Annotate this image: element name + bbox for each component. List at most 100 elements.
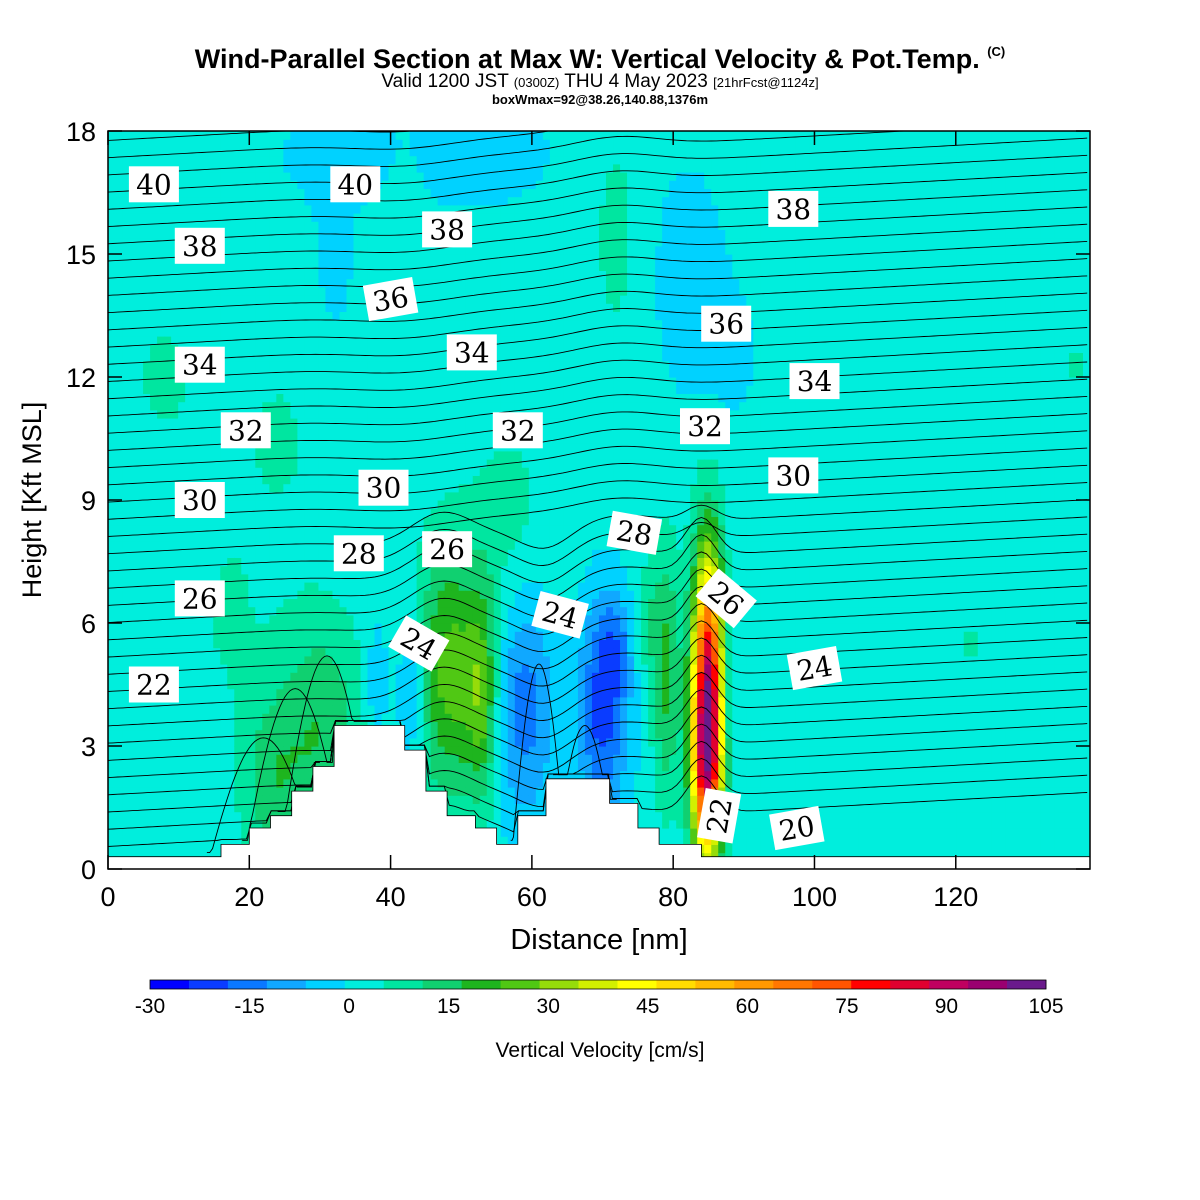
velocity-cell (388, 344, 397, 353)
velocity-cell (395, 262, 404, 271)
velocity-cell (241, 516, 249, 526)
velocity-cell (108, 532, 116, 542)
velocity-cell (248, 746, 256, 755)
velocity-cell (129, 377, 137, 386)
velocity-cell (479, 278, 488, 288)
velocity-cell (423, 262, 432, 271)
velocity-cell (353, 508, 362, 517)
velocity-cell (465, 483, 474, 493)
velocity-cell (360, 655, 369, 665)
velocity-cell (290, 450, 298, 460)
velocity-cell (472, 557, 481, 567)
velocity-cell (444, 278, 453, 288)
velocity-cell (143, 303, 151, 312)
velocity-cell (157, 221, 165, 230)
velocity-cell (304, 770, 313, 780)
velocity-cell (451, 295, 460, 304)
velocity-cell (255, 327, 263, 337)
velocity-cell (283, 237, 291, 247)
velocity-cell (199, 614, 207, 624)
velocity-cell (136, 573, 144, 583)
velocity-cell (108, 819, 116, 829)
velocity-cell (346, 368, 355, 378)
velocity-cell (437, 754, 446, 763)
velocity-cell (150, 393, 158, 403)
velocity-cell (283, 573, 291, 583)
velocity-cell (388, 204, 397, 214)
velocity-cell (171, 803, 179, 813)
velocity-cell (269, 639, 277, 649)
velocity-cell (423, 680, 432, 690)
velocity-cell (423, 582, 432, 591)
velocity-cell (283, 746, 291, 755)
velocity-cell (332, 516, 341, 526)
velocity-cell (178, 614, 186, 624)
velocity-cell (262, 385, 270, 394)
velocity-cell (171, 450, 179, 460)
velocity-cell (129, 139, 137, 148)
velocity-cell (283, 770, 291, 780)
velocity-cell (220, 778, 228, 788)
velocity-cell (290, 737, 298, 747)
velocity-cell (108, 475, 116, 485)
velocity-cell (227, 614, 235, 624)
velocity-cell (304, 705, 313, 714)
velocity-cell (472, 795, 481, 804)
velocity-cell (353, 450, 362, 460)
velocity-cell (129, 729, 137, 739)
velocity-cell (430, 729, 439, 739)
velocity-cell (304, 565, 313, 575)
velocity-cell (346, 418, 355, 427)
velocity-cell (283, 344, 291, 353)
velocity-cell (262, 762, 270, 772)
velocity-cell (346, 500, 355, 509)
velocity-cell (479, 327, 488, 337)
velocity-cell (297, 664, 305, 673)
velocity-cell (227, 803, 235, 813)
velocity-cell (269, 237, 277, 247)
velocity-cell (262, 172, 270, 181)
velocity-cell (409, 664, 418, 673)
velocity-cell (479, 245, 488, 255)
velocity-cell (255, 795, 263, 804)
velocity-cell (430, 147, 439, 157)
velocity-cell (430, 508, 439, 517)
velocity-cell (290, 237, 298, 247)
velocity-cell (451, 606, 460, 616)
velocity-cell (486, 418, 495, 427)
velocity-cell (479, 680, 488, 690)
velocity-cell (283, 221, 291, 230)
velocity-cell (304, 762, 313, 772)
velocity-cell (332, 508, 341, 517)
velocity-cell (430, 295, 439, 304)
velocity-cell (171, 459, 179, 468)
velocity-cell (290, 418, 298, 427)
velocity-cell (402, 401, 411, 411)
velocity-cell (360, 516, 369, 526)
velocity-cell (444, 516, 453, 526)
velocity-cell (206, 434, 214, 444)
velocity-cell (416, 319, 425, 329)
velocity-cell (199, 737, 207, 747)
velocity-cell (129, 147, 137, 157)
velocity-cell (213, 754, 221, 763)
velocity-cell (444, 778, 453, 788)
velocity-cell (234, 795, 242, 804)
velocity-cell (430, 418, 439, 427)
velocity-cell (136, 828, 144, 837)
velocity-cell (276, 196, 284, 206)
velocity-cell (283, 450, 291, 460)
velocity-cell (241, 639, 249, 649)
velocity-cell (227, 664, 235, 673)
velocity-cell (122, 590, 130, 599)
velocity-cell (444, 713, 453, 722)
velocity-cell (108, 500, 116, 509)
velocity-cell (367, 598, 376, 608)
velocity-cell (465, 434, 474, 444)
velocity-cell (164, 352, 172, 362)
velocity-cell (472, 573, 481, 583)
velocity-cell (248, 532, 256, 542)
velocity-cell (129, 491, 137, 501)
velocity-cell (276, 155, 284, 165)
velocity-cell (360, 598, 369, 608)
